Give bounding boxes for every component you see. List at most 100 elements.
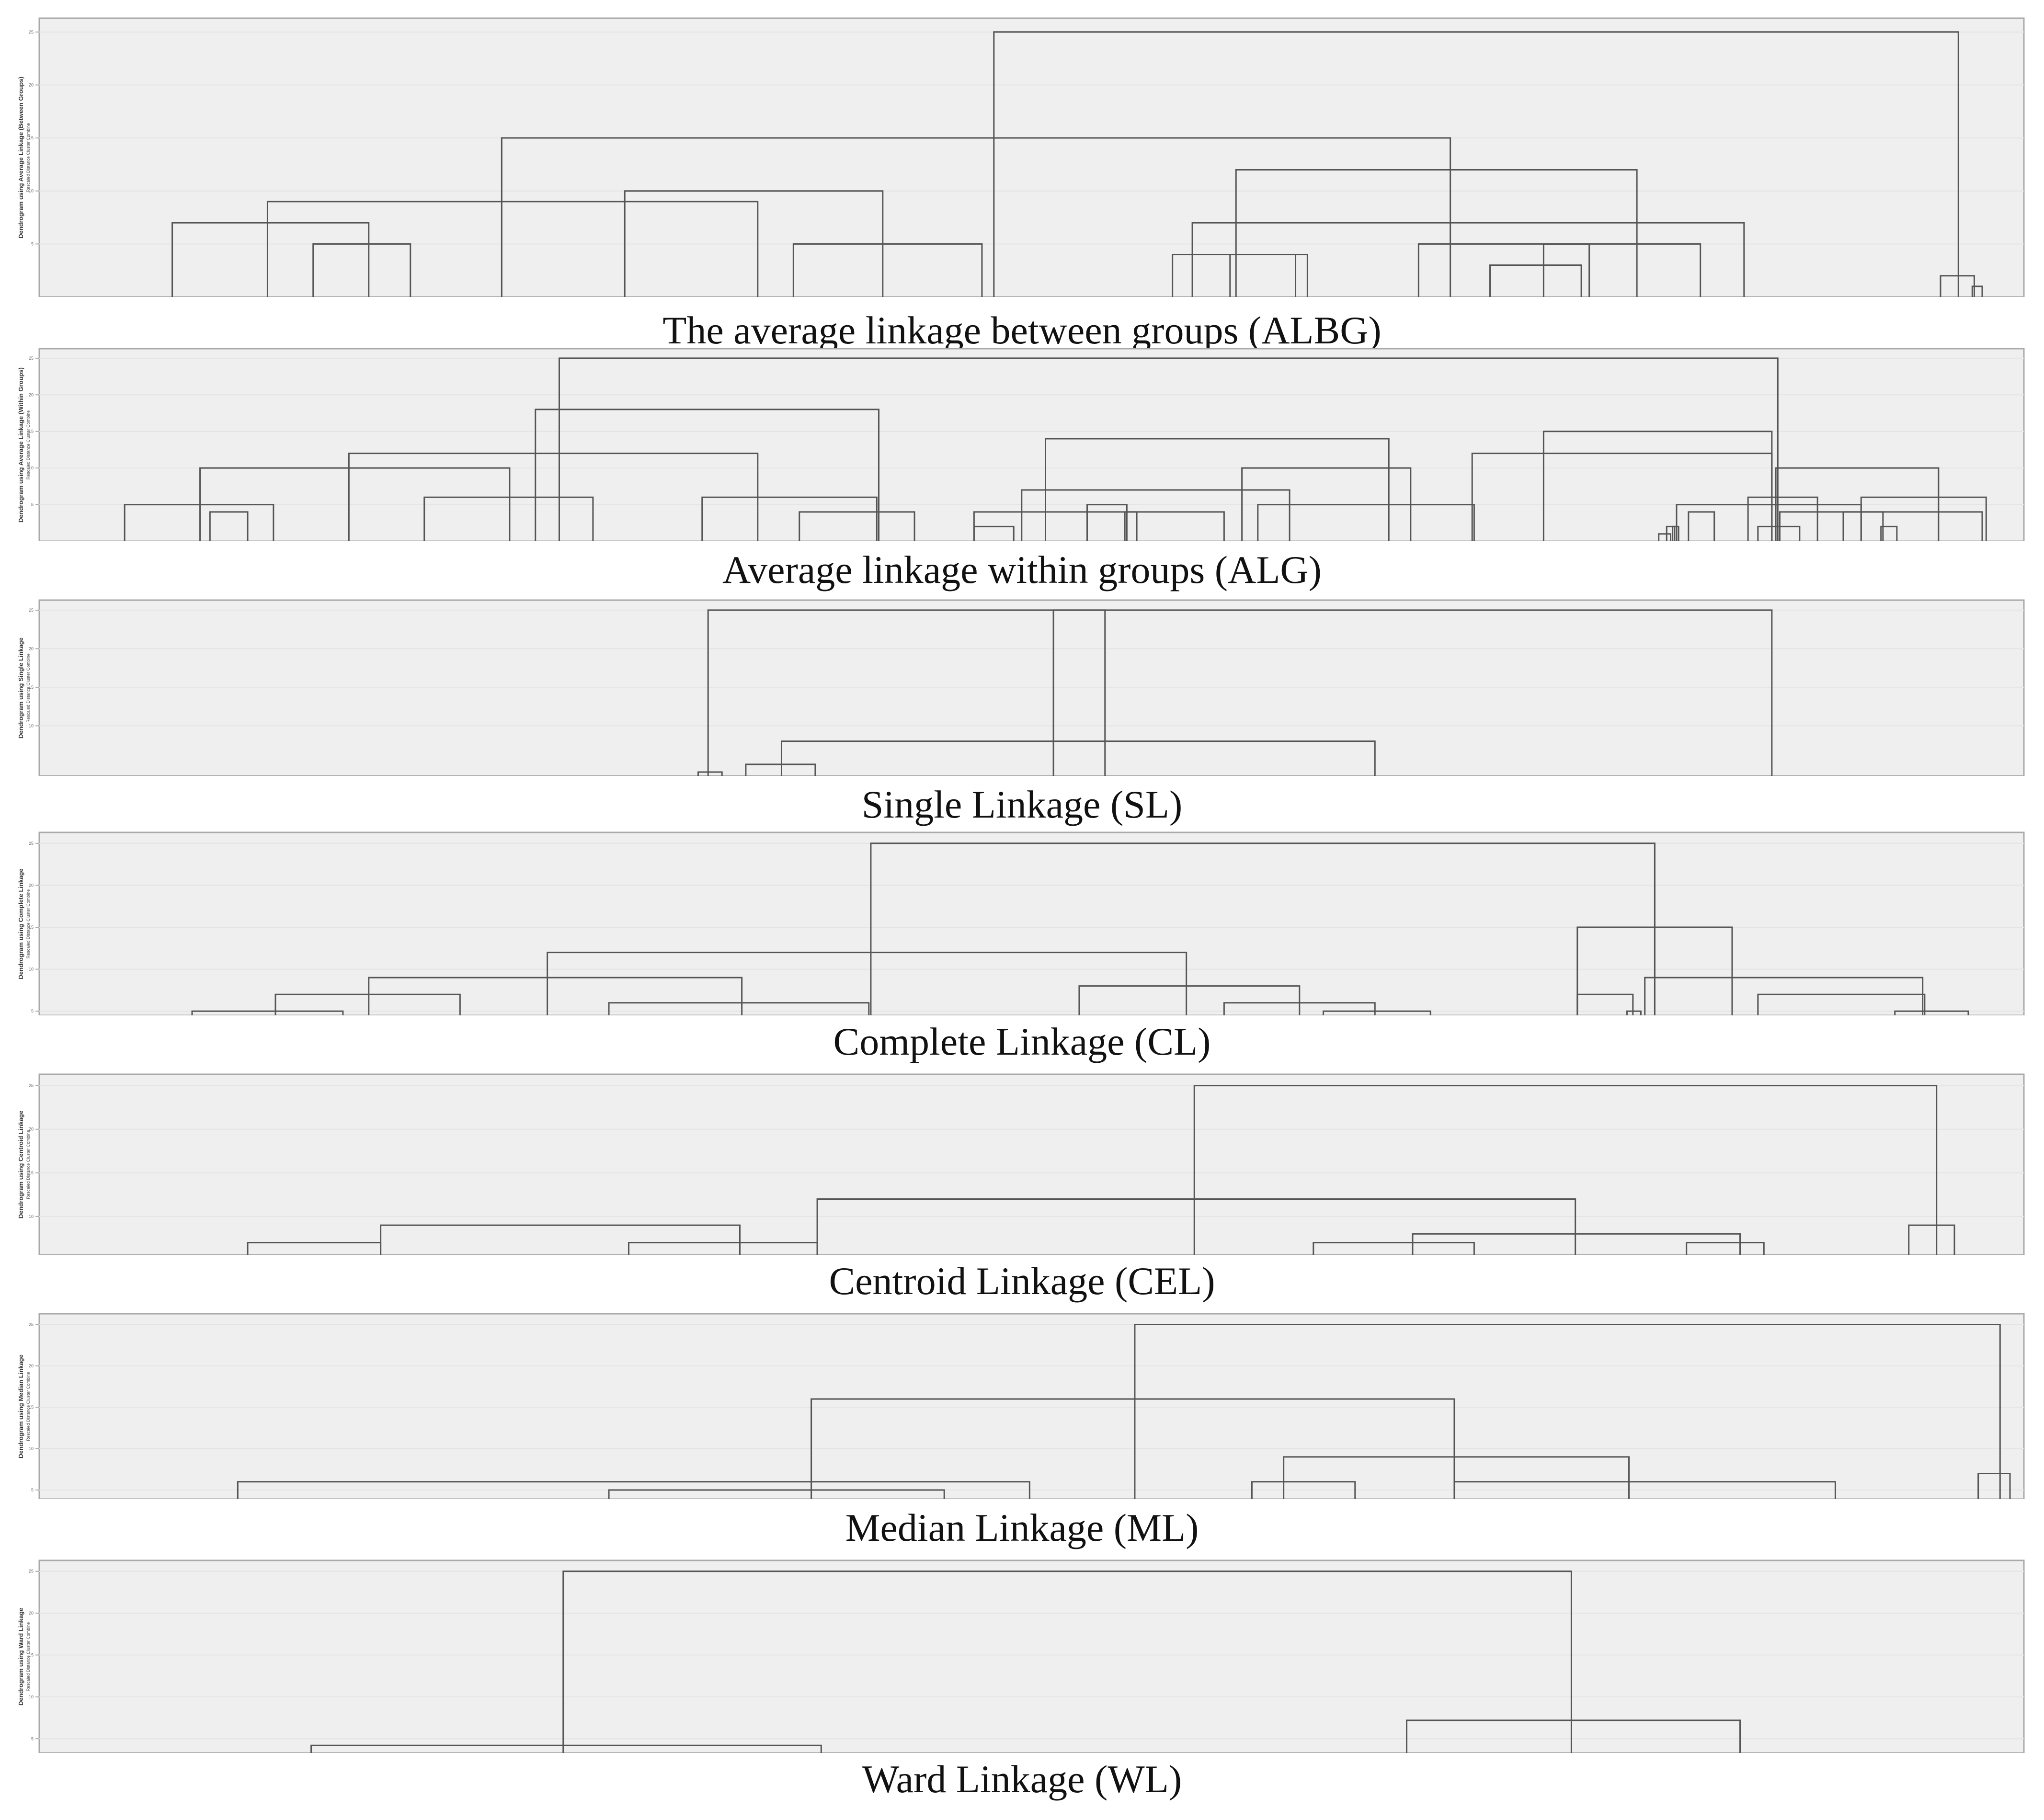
dendrogram-link bbox=[780, 740, 1376, 776]
y-axis-label: Dendrogram using Median Linkage bbox=[17, 1354, 24, 1458]
y-axis-sublabel: Rescaled Distance Cluster Combine bbox=[26, 653, 31, 723]
dendrogram-link bbox=[1052, 609, 1106, 776]
y-axis-label: Dendrogram using Complete Linkage bbox=[17, 868, 24, 979]
y-tick-label: 25 bbox=[29, 1322, 34, 1327]
y-tick-label: 25 bbox=[29, 841, 34, 846]
dendrogram-cel: 25 20 15 10 Dendrogram using Centroid Linkag… bbox=[17, 1073, 2025, 1255]
panel-alg: 25 20 15 10 5 Dendrogram using Average Linkag… bbox=[0, 345, 2044, 594]
dendrogram-cl: 25 20 15 10 5 Dendrogram using Complete Linka… bbox=[17, 831, 2025, 1015]
y-axis-sublabel: Rescaled Distance Cluster Combine bbox=[26, 889, 31, 959]
dendrogram-link bbox=[1658, 533, 1672, 541]
dendrogram-link bbox=[312, 243, 411, 297]
dendrogram-link bbox=[501, 137, 1451, 297]
y-tick-label: 20 bbox=[29, 1611, 34, 1615]
y-axis-label: Dendrogram using Average Linkage (Betwee… bbox=[17, 77, 24, 239]
caption-cl: Complete Linkage (CL) bbox=[833, 1020, 1211, 1063]
y-tick-label: 20 bbox=[29, 883, 34, 887]
dendrogram-link bbox=[547, 952, 1188, 1015]
y-tick-label: 25 bbox=[29, 608, 34, 613]
dendrogram-link bbox=[1283, 1456, 1630, 1499]
panel-sl: 25 20 15 10 Dendrogram using Single Linkage R… bbox=[0, 596, 2044, 826]
panel-wl: 25 20 15 10 5 Dendrogram using Ward Linkage Re… bbox=[0, 1557, 2044, 1806]
dendrogram-link bbox=[124, 504, 274, 541]
y-tick-label: 15 bbox=[29, 429, 34, 434]
y-tick-label: 10 bbox=[29, 1446, 34, 1451]
y-tick-label: 15 bbox=[29, 1405, 34, 1410]
caption-albg: The average linkage between groups (ALBG… bbox=[662, 308, 1382, 352]
dendrogram-link bbox=[799, 511, 915, 541]
caption-sl: Single Linkage (SL) bbox=[861, 783, 1183, 826]
dendrogram-link bbox=[558, 357, 1779, 541]
plot-area bbox=[38, 599, 2025, 776]
dendrogram-link bbox=[209, 511, 249, 541]
dendrogram-link bbox=[870, 842, 1656, 1015]
y-tick-label: 25 bbox=[29, 1569, 34, 1574]
dendrogram-link bbox=[1241, 467, 1412, 541]
y-tick-label: 10 bbox=[29, 1695, 34, 1699]
panel-cl: 25 20 15 10 5 Dendrogram using Complete Linka… bbox=[0, 829, 2044, 1063]
dendrogram-link bbox=[1191, 222, 1745, 297]
dendrogram-link bbox=[1223, 1002, 1376, 1015]
dendrogram-wl: 25 20 15 10 5 Dendrogram using Ward Linkage Re… bbox=[17, 1559, 2025, 1753]
dendrogram-link bbox=[1747, 496, 1818, 541]
dendrogram-link bbox=[1542, 431, 1773, 541]
dendrogram-link bbox=[1757, 525, 1801, 541]
dendrogram-link bbox=[1134, 1323, 2001, 1499]
dendrogram-link bbox=[266, 201, 759, 297]
dendrogram-link bbox=[816, 1198, 1576, 1255]
dendrogram-link bbox=[1576, 993, 1634, 1015]
y-tick-label: 20 bbox=[29, 392, 34, 397]
dendrogram-link bbox=[1021, 489, 1290, 541]
dendrogram-link bbox=[1453, 1481, 1836, 1499]
dendrogram-link bbox=[1626, 1010, 1642, 1015]
y-tick-label: 5 bbox=[31, 1736, 34, 1741]
dendrogram-link bbox=[1971, 285, 1983, 297]
dendrogram-link bbox=[1489, 264, 1582, 297]
dendrogram-link bbox=[191, 1010, 344, 1015]
dendrogram-link bbox=[1251, 1481, 1356, 1499]
dendrogram-link bbox=[707, 609, 1773, 776]
dendrogram-link bbox=[745, 763, 816, 776]
dendrogram-link bbox=[701, 496, 878, 541]
dendrogram-link bbox=[1235, 169, 1638, 297]
y-axis-label: Dendrogram using Ward Linkage bbox=[17, 1608, 24, 1706]
dendrogram-link bbox=[1078, 985, 1301, 1015]
y-tick-label: 10 bbox=[29, 466, 34, 470]
dendrogram-link bbox=[628, 1242, 818, 1255]
y-axis-sublabel: Rescaled Distance Cluster Combine bbox=[26, 1130, 31, 1199]
plot-area bbox=[38, 17, 2025, 297]
caption-alg: Average linkage within groups (ALG) bbox=[722, 548, 1322, 592]
y-tick-label: 5 bbox=[31, 1488, 34, 1492]
dendrogram-link bbox=[562, 1570, 1572, 1753]
dendrogram-link bbox=[423, 496, 594, 541]
plot-area bbox=[38, 1559, 2025, 1753]
panel-cel: 25 20 15 10 Dendrogram using Centroid Linkag… bbox=[0, 1070, 2044, 1305]
dendrogram-link bbox=[1644, 977, 1924, 1015]
dendrogram-link bbox=[993, 31, 1959, 297]
dendrogram-link bbox=[1193, 1085, 1938, 1255]
caption-cel: Centroid Linkage (CEL) bbox=[829, 1259, 1215, 1303]
dendrogram-link bbox=[1842, 511, 1983, 541]
dendrogram-link bbox=[1688, 511, 1715, 541]
dendrogram-link bbox=[1908, 1224, 1955, 1255]
y-axis-label: Dendrogram using Centroid Linkage bbox=[17, 1111, 24, 1218]
plot-area bbox=[38, 1073, 2025, 1255]
dendrogram-link bbox=[1257, 504, 1475, 541]
dendrogram-link bbox=[1313, 1242, 1475, 1255]
plot-area bbox=[38, 831, 2025, 1015]
y-axis-sublabel: Rescaled Distance Cluster Combine bbox=[26, 410, 31, 480]
caption-wl: Ward Linkage (WL) bbox=[862, 1757, 1182, 1801]
dendrogram-link bbox=[274, 993, 461, 1015]
dendrogram-link bbox=[247, 1242, 382, 1255]
y-tick-label: 20 bbox=[29, 1127, 34, 1132]
y-tick-label: 15 bbox=[29, 1653, 34, 1658]
dendrogram-link bbox=[811, 1398, 1455, 1499]
dendrogram-alg: 25 20 15 10 5 Dendrogram using Average Linkag… bbox=[17, 348, 2025, 541]
caption-ml: Median Linkage (ML) bbox=[845, 1506, 1199, 1549]
dendrogram-link bbox=[310, 1744, 822, 1753]
y-tick-label: 10 bbox=[29, 967, 34, 972]
y-tick-label: 25 bbox=[29, 1083, 34, 1088]
dendrogram-link bbox=[171, 222, 370, 297]
dendrogram-link bbox=[973, 525, 1015, 541]
panel-albg: 25 20 15 10 5 Dendrogram using Average Linkag… bbox=[0, 14, 2044, 352]
